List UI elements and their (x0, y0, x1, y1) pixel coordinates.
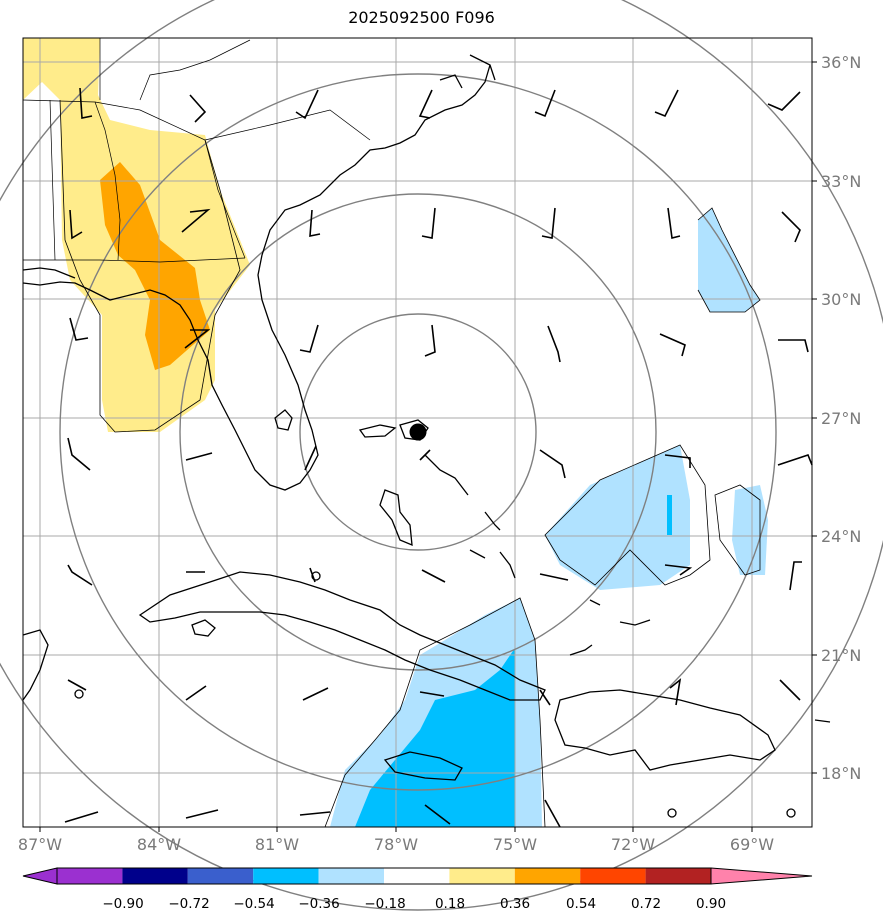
colorbar: −0.90 −0.72 −0.54 −0.36 −0.18 0.18 0.36 … (22, 867, 813, 912)
colorbar-border (56, 867, 712, 885)
lon-label: 84°W (137, 835, 181, 854)
lon-label: 72°W (611, 835, 655, 854)
colorbar-cell (57, 868, 123, 884)
colorbar-tick-label: 0.54 (566, 896, 596, 912)
colorbar-tick-label: 0.72 (631, 896, 661, 912)
lat-label: 33°N (821, 172, 861, 191)
colorbar-tick-label: 0.18 (435, 896, 465, 912)
colorbar-tick-label: −0.54 (233, 896, 274, 912)
colorbar-tick-label: −0.90 (102, 896, 143, 912)
lat-label: 30°N (821, 290, 861, 309)
graticule (23, 38, 812, 827)
colorbar-tick-label: 0.36 (500, 896, 530, 912)
colorbar-tick-label: −0.36 (298, 896, 339, 912)
lon-label: 87°W (18, 835, 62, 854)
lon-label: 81°W (255, 835, 299, 854)
colorbar-extend-max (710, 867, 813, 885)
colorbar-cell (514, 868, 581, 884)
map-title: 2025092500 F096 (348, 8, 495, 27)
colorbar-tick-label: −0.18 (364, 896, 405, 912)
wind-barbs (64, 87, 813, 828)
map-frame (22, 37, 813, 828)
coastlines (22, 38, 831, 828)
colorbar-cell (187, 868, 254, 884)
shading-positive (23, 38, 250, 432)
lon-label: 75°W (493, 835, 537, 854)
lat-axis: 36°N 33°N 30°N 27°N 24°N 21°N 18°N (812, 53, 861, 783)
colorbar-cell (645, 868, 711, 884)
colorbar-extend-min (22, 867, 58, 885)
colorbar-cell (384, 868, 450, 884)
lon-label: 69°W (730, 835, 774, 854)
colorbar-cell (449, 868, 515, 884)
storm-center-marker (409, 423, 427, 441)
lat-label: 24°N (821, 527, 861, 546)
lat-label: 18°N (821, 764, 861, 783)
colorbar-cell (580, 868, 646, 884)
lon-label: 78°W (374, 835, 418, 854)
colorbar-cell (253, 868, 319, 884)
lat-label: 21°N (821, 646, 861, 665)
colorbar-cell (318, 868, 384, 884)
colorbar-tick-label: 0.90 (696, 896, 726, 912)
colorbar-cell (122, 868, 188, 884)
colorbar-tick-label: −0.72 (168, 896, 209, 912)
lat-label: 27°N (821, 409, 861, 428)
lat-label: 36°N (821, 53, 861, 72)
lon-axis: 87°W 84°W 81°W 78°W 75°W 72°W 69°W (18, 827, 774, 854)
